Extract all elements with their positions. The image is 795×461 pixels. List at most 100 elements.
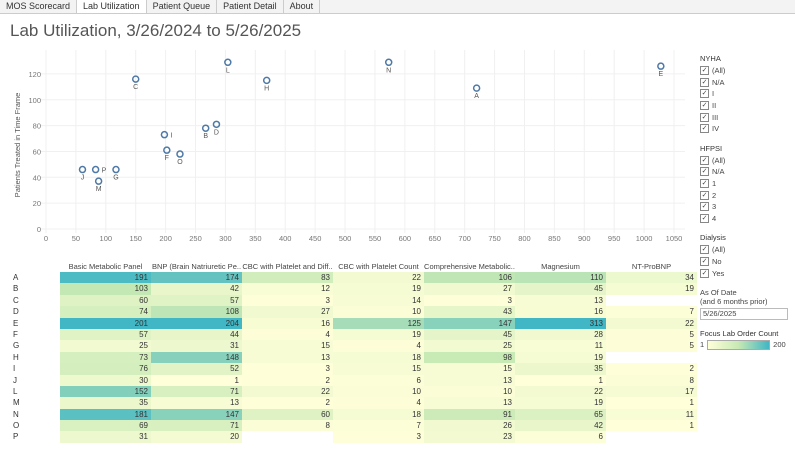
filter-checkbox[interactable]: ✓ (All) [700, 155, 788, 167]
tab-patient-queue[interactable]: Patient Queue [147, 0, 218, 13]
as-of-date-input[interactable]: 5/26/2025 [700, 307, 788, 320]
checkbox-checked-icon[interactable]: ✓ [700, 66, 709, 76]
filter-checkbox[interactable]: ✓ Yes [700, 267, 788, 279]
scatter-point [163, 146, 171, 154]
legend-min: 1 [700, 340, 705, 350]
x-tick-label: 200 [159, 234, 172, 243]
table-cell: 108 [151, 306, 242, 318]
row-label: L [13, 386, 18, 396]
scatter-point [657, 62, 665, 70]
filter-title: NYHA [700, 54, 721, 63]
scatter-point [384, 58, 393, 67]
checkbox-label: III [712, 112, 719, 122]
table-cell: 65 [515, 408, 606, 421]
table-row: A 191 174 83 22 106 110 34 [10, 272, 697, 284]
point-label: L [226, 67, 230, 74]
as-of-sublabel: (and 6 months prior) [700, 296, 768, 306]
filter-checkbox[interactable]: ✓ (All) [700, 244, 788, 256]
checkbox-label: I [712, 89, 715, 99]
x-tick-label: 700 [458, 234, 471, 243]
table-cell: 18 [333, 351, 424, 364]
table-cell: 71 [151, 385, 242, 398]
tab-lab-utilization[interactable]: Lab Utilization [77, 0, 147, 13]
tab-about[interactable]: About [284, 0, 321, 13]
table-row: C 60 57 3 14 3 13 [10, 294, 697, 307]
checkbox-checked-icon[interactable]: ✓ [700, 77, 709, 87]
filter-checkbox[interactable]: ✓ 4 [700, 213, 788, 225]
row-label: G [13, 341, 20, 351]
filter-checkbox[interactable]: ✓ 3 [700, 201, 788, 213]
checkbox-checked-icon[interactable]: ✓ [700, 89, 709, 99]
point-label: I [170, 133, 172, 140]
table-cell: 60 [242, 408, 333, 421]
table-cell: 27 [242, 306, 333, 318]
checkbox-checked-icon[interactable]: ✓ [700, 155, 709, 165]
scatter-chart: 0 50 100 150 200 250 300 350 400 450 500 550 600 650 7… [13, 50, 685, 250]
table-cell: 1 [606, 420, 697, 432]
table-cell: 73 [60, 351, 151, 364]
table-cell: 147 [424, 317, 515, 329]
point-label: P [102, 168, 107, 175]
x-tick-label: 950 [608, 234, 621, 243]
table-cell: 2 [242, 374, 333, 386]
table-cell: 76 [60, 363, 151, 375]
column-header[interactable]: NT-ProBNP [631, 262, 672, 271]
checkbox-checked-icon[interactable]: ✓ [700, 213, 709, 223]
filter-checkbox[interactable]: ✓ N/A [700, 166, 788, 178]
table-cell: 60 [60, 294, 151, 307]
table-cell [242, 431, 333, 442]
column-header[interactable]: Magnesium [541, 262, 580, 271]
checkbox-checked-icon[interactable]: ✓ [700, 112, 709, 122]
checkbox-checked-icon[interactable]: ✓ [700, 167, 709, 177]
filter-checkbox[interactable]: ✓ II [700, 100, 788, 112]
table-cell: 43 [424, 306, 515, 318]
row-label: J [13, 375, 17, 385]
checkbox-checked-icon[interactable]: ✓ [700, 257, 709, 267]
filter-checkbox[interactable]: ✓ N/A [700, 77, 788, 89]
column-header[interactable]: BNP (Brain Natriuretic Pe.. [151, 262, 242, 271]
column-header[interactable]: Comprehensive Metabolic.. [424, 262, 515, 271]
page-title: Lab Utilization, 3/26/2024 to 5/26/2025 [10, 21, 302, 40]
x-tick-label: 550 [369, 234, 382, 243]
checkbox-label: Yes [712, 268, 725, 278]
table-cell: 12 [242, 283, 333, 295]
checkbox-checked-icon[interactable]: ✓ [700, 179, 709, 189]
column-header[interactable]: CBC with Platelet Count [338, 262, 419, 271]
filter-checkbox[interactable]: ✓ (All) [700, 65, 788, 77]
filter-checkbox[interactable]: ✓ I [700, 88, 788, 100]
table-cell: 1 [606, 397, 697, 409]
table-cell: 147 [151, 408, 242, 421]
filter-checkbox[interactable]: ✓ IV [700, 123, 788, 135]
scatter-point [94, 177, 103, 185]
filter-checkbox[interactable]: ✓ No [700, 256, 788, 268]
filter-hfpsi: HFPSI ✓ (All) ✓ N/A ✓ 1 ✓ 2 ✓ 3 ✓ 4 [700, 144, 788, 225]
row-label: M [13, 398, 20, 408]
tab-patient-detail[interactable]: Patient Detail [217, 0, 284, 13]
checkbox-checked-icon[interactable]: ✓ [700, 268, 709, 278]
table-cell: 17 [606, 385, 697, 398]
column-header[interactable]: Basic Metabolic Panel [68, 262, 143, 271]
table-cell: 35 [60, 397, 151, 409]
checkbox-label: (All) [712, 155, 726, 165]
checkbox-checked-icon[interactable]: ✓ [700, 245, 709, 255]
table-cell: 313 [515, 317, 606, 329]
checkbox-checked-icon[interactable]: ✓ [700, 101, 709, 111]
checkbox-label: N/A [712, 77, 725, 87]
checkbox-checked-icon[interactable]: ✓ [700, 190, 709, 200]
table-row: E 201 204 16 125 147 313 22 [10, 317, 697, 329]
checkbox-checked-icon[interactable]: ✓ [700, 124, 709, 134]
scatter-point [160, 130, 169, 139]
table-cell: 11 [606, 408, 697, 421]
filter-panel: NYHA ✓ (All) ✓ N/A ✓ I ✓ II ✓ III ✓ IV HFPSI ✓ (All) ✓ N/… [700, 54, 788, 350]
filter-checkbox[interactable]: ✓ 2 [700, 189, 788, 201]
scatter-point [91, 165, 100, 174]
table-cell: 15 [242, 340, 333, 352]
filter-checkbox[interactable]: ✓ III [700, 111, 788, 123]
filter-checkbox[interactable]: ✓ 1 [700, 178, 788, 190]
table-cell: 45 [424, 328, 515, 341]
tab-mos-scorecard[interactable]: MOS Scorecard [0, 0, 78, 13]
table-cell: 19 [515, 351, 606, 364]
row-label: N [13, 409, 19, 419]
checkbox-checked-icon[interactable]: ✓ [700, 202, 709, 212]
column-header[interactable]: CBC with Platelet and Diff.. [242, 262, 333, 271]
